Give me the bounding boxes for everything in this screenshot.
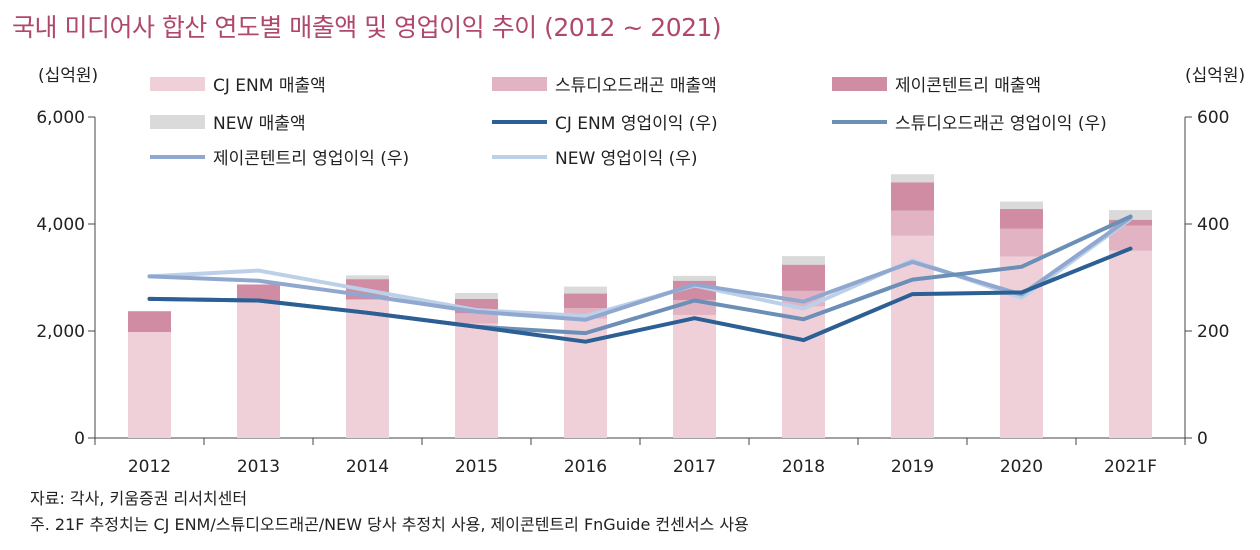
bar-segment [1109, 250, 1152, 438]
y-tick-label-left: 6,000 [36, 108, 85, 128]
bar-segment [455, 313, 498, 324]
bar-segment [564, 307, 607, 319]
legend-swatch [832, 77, 887, 91]
bar-segment [1000, 201, 1043, 210]
bar-segment [673, 275, 716, 281]
y-axis-right-unit: (십억원) [1185, 66, 1245, 86]
legend-label: CJ ENM 영업이익 (우) [555, 114, 718, 134]
chart-title: 국내 미디어사 합산 연도별 매출액 및 영업이익 추이 (2012 ~ 202… [12, 13, 722, 42]
y-tick-label-left: 0 [74, 429, 85, 449]
notes: 자료: 각사, 키움증권 리서치센터 주. 21F 추정치는 CJ ENM/스튜… [30, 486, 749, 538]
bar-segment [891, 210, 934, 236]
x-tick-label: 2014 [346, 457, 389, 477]
legend-label: 스튜디오드래곤 영업이익 (우) [895, 114, 1107, 134]
legend-label: 제이콘텐트리 영업이익 (우) [213, 149, 409, 169]
bar-segment [891, 235, 934, 438]
legend-label: NEW 매출액 [213, 114, 306, 134]
y-tick-label-right: 200 [1197, 322, 1229, 342]
x-tick-label: 2013 [237, 457, 280, 477]
x-tick-label: 2012 [128, 457, 171, 477]
legend-label: NEW 영업이익 (우) [555, 149, 698, 169]
bar-segment [782, 256, 825, 265]
bar-segment [128, 332, 171, 438]
bar-segment [237, 301, 280, 438]
bar-segment [237, 284, 280, 302]
legend-label: 제이콘텐트리 매출액 [895, 76, 1041, 96]
line-series [147, 214, 1133, 336]
y-tick-label-left: 2,000 [36, 322, 85, 342]
legend-swatch [492, 77, 547, 91]
bar-segment [782, 264, 825, 291]
legend-label: CJ ENM 매출액 [213, 76, 326, 96]
bar-segment [346, 299, 389, 438]
line-series [147, 215, 1133, 322]
x-tick-label: 2016 [564, 457, 607, 477]
bar-segment [564, 286, 607, 294]
legend-label: 스튜디오드래곤 매출액 [555, 76, 717, 96]
y-tick-label-right: 400 [1197, 215, 1229, 235]
x-tick-label: 2018 [782, 457, 825, 477]
y-tick-label-right: 600 [1197, 108, 1229, 128]
bar-segment [1000, 228, 1043, 257]
x-tick-label: 2017 [673, 457, 716, 477]
y-axis-left-unit: (십억원) [38, 66, 98, 86]
lines [147, 214, 1133, 344]
source-note: 자료: 각사, 키움증권 리서치센터 [30, 489, 248, 508]
bar-segment [128, 311, 171, 333]
x-tick-label: 2015 [455, 457, 498, 477]
x-tick-label: 2021F [1104, 457, 1157, 477]
bar-segment [891, 174, 934, 183]
legend-swatch [150, 77, 205, 91]
bar-segment [673, 314, 716, 438]
bars [128, 174, 1152, 438]
footnote: 주. 21F 추정치는 CJ ENM/스튜디오드래곤/NEW 당사 추정치 사용… [30, 515, 749, 534]
bar-segment [346, 275, 389, 280]
bar-segment [455, 293, 498, 299]
legend-swatch [150, 115, 205, 129]
y-tick-label-left: 4,000 [36, 215, 85, 235]
x-tick-label: 2019 [891, 457, 934, 477]
bar-segment [891, 182, 934, 211]
bar-segment [1000, 209, 1043, 229]
y-tick-label-right: 0 [1197, 429, 1208, 449]
bar-segment [782, 306, 825, 438]
x-tick-label: 2020 [1000, 457, 1043, 477]
line-series [147, 246, 1133, 344]
bar-segment [1109, 219, 1152, 226]
bar-segment [564, 293, 607, 308]
bar-segment [455, 323, 498, 438]
legend: CJ ENM 매출액 스튜디오드래곤 매출액 제이콘텐트리 매출액 NEW 매출액 CJ… [150, 76, 1107, 169]
